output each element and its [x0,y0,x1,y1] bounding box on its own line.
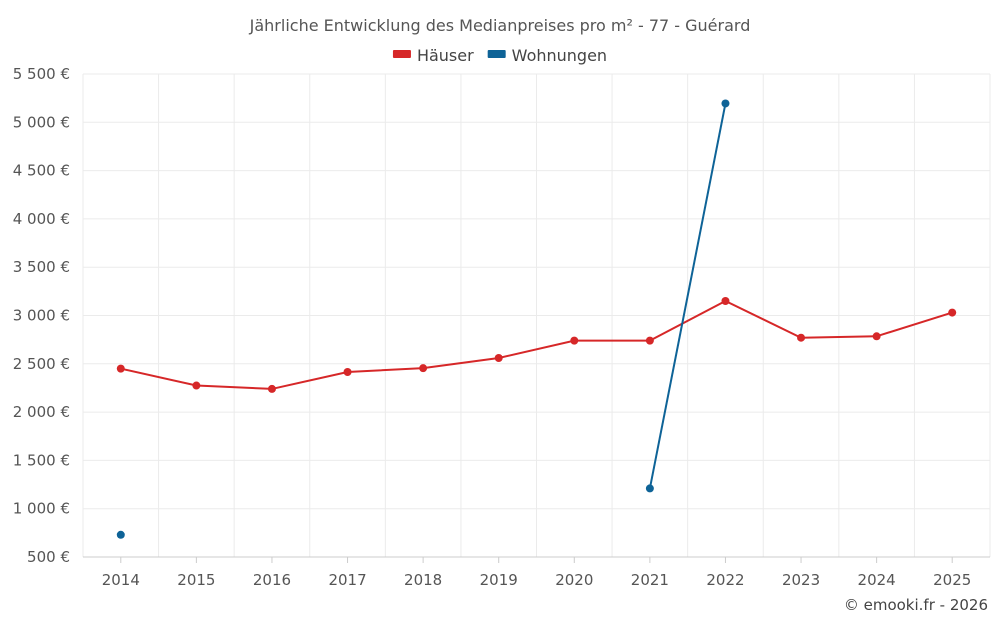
x-tick-label: 2014 [102,571,140,589]
series-layer [116,99,957,539]
credit-text: © emooki.fr - 2026 [844,596,988,614]
data-point-h-user[interactable] [192,381,201,390]
y-axis: 500 € 1 000 € 1 500 € 2 000 € 2 500 € 3 000 €… [13,65,70,566]
x-tick-label: 2022 [706,571,744,589]
x-tick-label: 2016 [253,571,291,589]
series-line-h-user [120,299,953,390]
legend-item[interactable]: Häuser [392,46,474,65]
y-tick-label: 2 000 € [13,403,70,421]
y-tick-label: 5 000 € [13,113,70,131]
y-tick-label: 1 500 € [13,451,70,469]
data-point-wohnungen[interactable] [645,484,654,493]
legend-swatch [487,50,506,58]
data-point-h-user[interactable] [872,332,881,341]
data-point-wohnungen[interactable] [721,99,730,108]
series-line-wohnungen [648,103,727,489]
data-point-h-user[interactable] [494,354,503,363]
chart-title: Jährliche Entwicklung des Medianpreises … [249,16,751,35]
y-tick-label: 4 500 € [13,162,70,180]
x-axis: 2014 2015 2016 2017 2018 2019 2020 2021 2022 2023… [102,557,971,589]
data-point-h-user[interactable] [116,364,125,373]
x-tick-label: 2023 [782,571,820,589]
y-tick-label: 5 500 € [13,65,70,83]
x-tick-label: 2025 [933,571,971,589]
x-tick-label: 2020 [555,571,593,589]
legend-label: Häuser [417,46,474,65]
y-tick-label: 2 500 € [13,355,70,373]
grid [82,73,991,558]
legend-swatch [392,50,411,58]
y-tick-label: 3 000 € [13,307,70,325]
y-tick-label: 3 500 € [13,258,70,276]
data-point-h-user[interactable] [948,308,957,317]
y-tick-label: 4 000 € [13,210,70,228]
x-tick-label: 2018 [404,571,442,589]
y-tick-label: 500 € [27,548,70,566]
data-point-h-user[interactable] [645,336,654,345]
x-tick-label: 2024 [858,571,896,589]
x-tick-label: 2017 [328,571,366,589]
data-point-h-user[interactable] [570,336,579,345]
data-point-h-user[interactable] [267,384,276,393]
data-point-h-user[interactable] [343,368,352,377]
data-point-wohnungen[interactable] [116,530,125,539]
data-point-h-user[interactable] [419,364,428,373]
x-tick-label: 2015 [177,571,215,589]
legend-item[interactable]: Wohnungen [487,46,607,65]
data-point-h-user[interactable] [797,333,806,342]
x-tick-label: 2019 [480,571,518,589]
legend: Häuser Wohnungen [392,46,607,65]
data-point-h-user[interactable] [721,297,730,306]
x-tick-label: 2021 [631,571,669,589]
legend-label: Wohnungen [512,46,607,65]
y-tick-label: 1 000 € [13,500,70,518]
